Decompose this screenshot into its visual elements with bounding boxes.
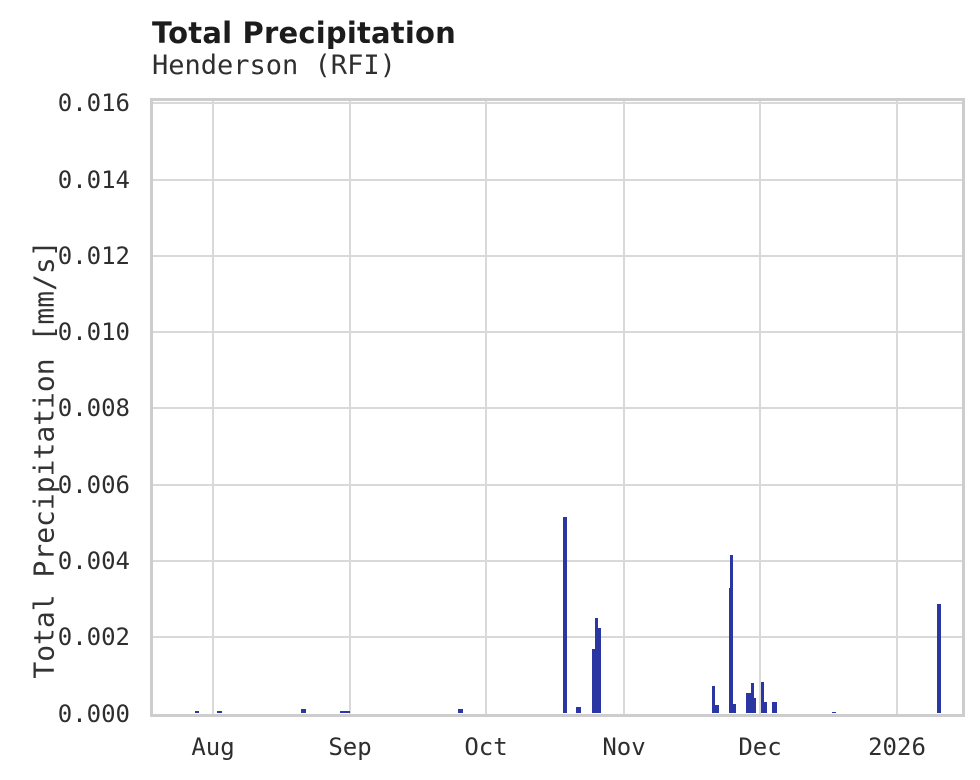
y-tick-label: 0.000 (57, 699, 130, 728)
precipitation-bar (936, 604, 941, 714)
precipitation-bar (728, 587, 731, 714)
h-gridline (153, 636, 962, 639)
h-gridline (153, 254, 962, 257)
y-tick-label: 0.006 (57, 470, 130, 499)
y-tick-label: 0.012 (57, 241, 130, 270)
v-gridline (349, 101, 351, 714)
precipitation-bar (753, 698, 756, 714)
chart-subtitle: Henderson (RFI) (152, 50, 396, 81)
x-tick-label: Nov (602, 733, 646, 761)
x-tick-label: 2026 (868, 733, 926, 761)
precipitation-bar (750, 682, 754, 714)
h-gridline (153, 178, 962, 181)
y-tick-label: 0.008 (57, 394, 130, 423)
x-tick-label: Dec (738, 733, 782, 761)
precipitation-bar (216, 710, 222, 714)
y-tick-label: 0.010 (57, 318, 130, 347)
precipitation-bar (764, 702, 767, 714)
x-tick-label: Aug (191, 733, 235, 761)
precipitation-bar (300, 708, 306, 714)
x-tick-label: Sep (328, 733, 372, 761)
precipitation-bar (457, 708, 463, 714)
y-tick-label: 0.014 (57, 165, 130, 194)
precipitation-bar (195, 711, 199, 714)
v-gridline (485, 101, 487, 714)
v-gridline (896, 101, 898, 714)
x-tick-label: Oct (464, 733, 508, 761)
precipitation-bar (733, 703, 736, 714)
h-gridline (153, 331, 962, 334)
precipitation-bar (760, 682, 765, 714)
precipitation-bar (340, 711, 350, 714)
precipitation-bar (575, 707, 581, 714)
v-gridline (759, 101, 761, 714)
precipitation-bar (714, 705, 719, 714)
precipitation-bar (598, 628, 601, 714)
precipitation-bar (832, 711, 836, 714)
y-tick-label: 0.016 (57, 89, 130, 118)
y-tick-label: 0.002 (57, 623, 130, 652)
precipitation-bar (595, 617, 598, 714)
y-tick-label: 0.004 (57, 546, 130, 575)
precipitation-bar (711, 686, 715, 714)
v-gridline (212, 101, 214, 714)
precipitation-bar (563, 517, 567, 714)
precipitation-bar (772, 702, 777, 714)
precipitation-bar (730, 555, 733, 714)
h-gridline (153, 407, 962, 410)
precipitation-bar (592, 648, 595, 714)
chart-title: Total Precipitation (152, 16, 456, 50)
h-gridline (153, 559, 962, 562)
precipitation-bar (745, 692, 751, 714)
h-gridline (153, 102, 962, 105)
v-gridline (623, 101, 625, 714)
h-gridline (153, 483, 962, 486)
